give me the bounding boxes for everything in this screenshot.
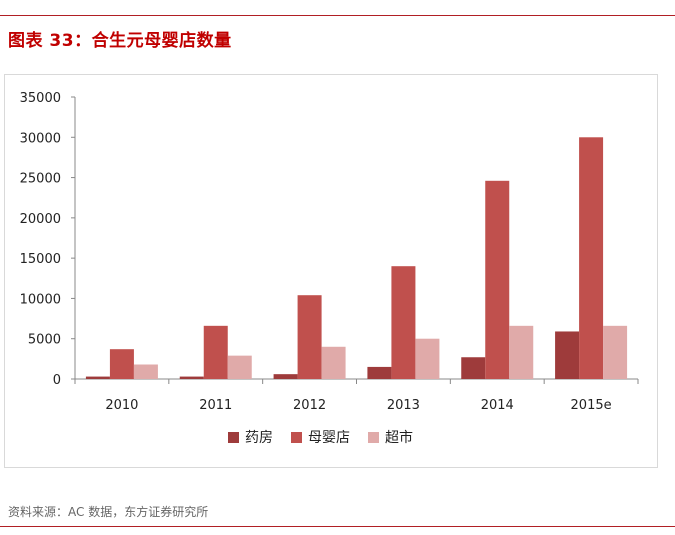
legend-label-baby-store: 母婴店 <box>308 430 350 446</box>
bar <box>109 349 134 379</box>
legend: 药房 母婴店 超市 <box>228 427 413 447</box>
bar <box>203 325 228 379</box>
y-tick-label: 0 <box>53 373 61 388</box>
legend-swatch-supermarket <box>368 431 379 443</box>
x-tick-label: 2012 <box>293 398 326 413</box>
y-tick-label: 25000 <box>20 172 61 187</box>
legend-item-supermarket: 超市 <box>368 427 413 447</box>
x-tick-label: 2014 <box>481 398 514 413</box>
top-rule <box>0 15 675 16</box>
bar <box>391 266 416 379</box>
legend-label-pharmacy: 药房 <box>245 430 273 446</box>
legend-label-supermarket: 超市 <box>385 430 413 446</box>
bar <box>603 325 628 379</box>
bar <box>321 346 346 379</box>
bar <box>133 364 158 379</box>
legend-swatch-baby-store <box>291 431 302 443</box>
bar <box>579 137 604 379</box>
legend-item-baby-store: 母婴店 <box>291 427 350 447</box>
source-note: 资料来源：AC 数据，东方证券研究所 <box>8 505 209 519</box>
y-tick-label: 30000 <box>20 131 61 146</box>
x-tick-label: 2011 <box>199 398 232 413</box>
y-tick-label: 20000 <box>20 212 61 227</box>
y-tick-label: 5000 <box>28 333 61 348</box>
y-tick-label: 35000 <box>20 91 61 106</box>
bar <box>461 357 486 379</box>
x-tick-label: 2015e <box>571 398 612 413</box>
bar <box>273 374 298 379</box>
bar <box>485 180 510 379</box>
x-tick-label: 2010 <box>105 398 138 413</box>
bar <box>555 331 580 379</box>
bottom-rule <box>0 526 675 527</box>
legend-swatch-pharmacy <box>228 431 239 443</box>
chart-frame <box>4 74 658 468</box>
bar <box>227 355 252 379</box>
legend-item-pharmacy: 药房 <box>228 427 273 447</box>
bar <box>179 376 204 379</box>
figure-title: 图表 33：合生元母婴店数量 <box>8 31 232 51</box>
bar <box>415 338 440 379</box>
bar <box>297 295 322 379</box>
bar <box>85 376 110 379</box>
bar <box>367 366 392 379</box>
y-tick-label: 10000 <box>20 292 61 307</box>
bar <box>509 325 534 379</box>
x-tick-label: 2013 <box>387 398 420 413</box>
y-tick-label: 15000 <box>20 252 61 267</box>
